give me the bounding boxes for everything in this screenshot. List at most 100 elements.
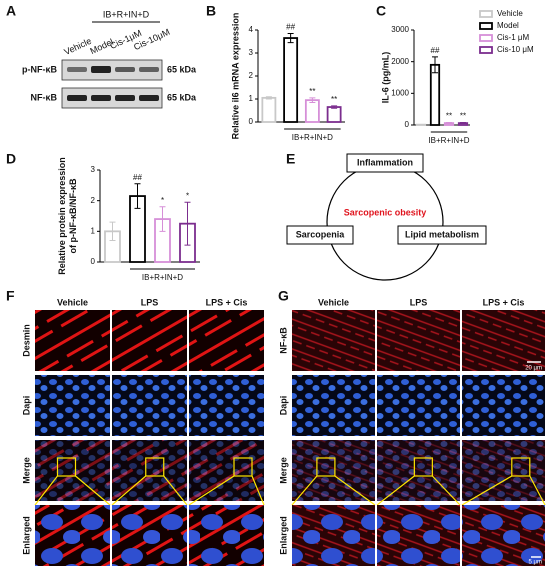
micrograph xyxy=(292,440,375,501)
scale-label: 5 μm xyxy=(529,560,542,566)
row-label: Enlarged xyxy=(21,516,31,555)
zoom-box xyxy=(56,457,77,477)
legend-swatch xyxy=(479,46,493,54)
column-label: Vehicle xyxy=(318,297,349,307)
error-bar xyxy=(159,206,166,232)
micrograph xyxy=(189,505,264,566)
y-tick-label: 0 xyxy=(91,257,96,266)
node-box xyxy=(397,225,487,245)
center-label: Sarcopenic obesity xyxy=(344,207,427,217)
zoom-line xyxy=(111,475,188,506)
row-label: p-NF-κB xyxy=(22,64,58,74)
y-tick-label: 3000 xyxy=(391,25,409,34)
row-label: NF-κB xyxy=(278,327,288,354)
significance: ## xyxy=(286,23,295,32)
y-tick-label: 1000 xyxy=(391,88,409,97)
micrograph xyxy=(377,505,460,566)
panel-label: D xyxy=(6,151,16,167)
significance: ## xyxy=(431,46,440,55)
error-bar xyxy=(134,183,141,209)
error-bar xyxy=(331,105,338,109)
row-label: Merge xyxy=(21,457,31,484)
column-label: LPS + Cis xyxy=(483,297,525,307)
error-bar xyxy=(432,56,438,74)
micrograph xyxy=(377,310,460,371)
legend-label: Cis-10 μM xyxy=(497,45,534,54)
significance: ** xyxy=(460,112,466,121)
blot: IB+R+IN+D Vehicle Model Cis-1μM Cis-10μM… xyxy=(22,9,197,109)
column-label: LPS + Cis xyxy=(206,297,248,307)
y-axis-label: IL-6 (pg/mL) xyxy=(380,52,390,104)
panel-label: A xyxy=(6,3,16,19)
significance: * xyxy=(161,196,164,205)
blot-strip xyxy=(61,59,163,81)
error-bar xyxy=(446,121,452,125)
node-box xyxy=(286,225,354,245)
error-bar xyxy=(184,201,191,246)
row-label: NF-κB xyxy=(30,92,57,102)
bar xyxy=(283,37,299,123)
zoom-line xyxy=(188,475,265,506)
micrograph xyxy=(292,310,375,371)
y-tick-label: 4 xyxy=(249,25,254,34)
y-axis-label: Relative il6 mRNA expression xyxy=(230,13,240,140)
error-bar xyxy=(109,221,116,242)
zoom-box xyxy=(413,457,433,477)
size-label: 65 kDa xyxy=(167,64,197,74)
panel-label: F xyxy=(6,288,15,304)
band xyxy=(67,67,87,72)
blot-strip xyxy=(61,87,163,109)
micrograph xyxy=(189,375,264,436)
bar xyxy=(261,96,277,123)
row-label: Dapi xyxy=(278,396,288,416)
y-tick-label: 0 xyxy=(249,117,254,126)
legend-swatch xyxy=(479,34,493,42)
micrograph xyxy=(35,310,110,371)
significance: ** xyxy=(309,87,315,96)
y-axis-label: Relative protein expression xyxy=(57,157,67,275)
micrograph xyxy=(292,505,375,566)
error-bar xyxy=(287,32,294,44)
bands xyxy=(67,66,159,101)
node-label: Sarcopenia xyxy=(296,229,346,239)
y-tick-label: 1 xyxy=(249,94,254,103)
group-label: IB+R+IN+D xyxy=(103,9,150,19)
band xyxy=(115,67,135,72)
micrograph xyxy=(292,375,375,436)
circle xyxy=(326,163,444,281)
micrograph xyxy=(377,375,460,436)
column-label: LPS xyxy=(141,297,159,307)
error-bar xyxy=(265,96,272,100)
micrograph xyxy=(35,505,110,566)
diagram: Inflammation Sarcopenia Lipid metabolism… xyxy=(286,153,487,281)
zoom-line xyxy=(376,475,461,506)
scale-label: 20 μm xyxy=(525,366,542,372)
micrograph xyxy=(35,440,110,501)
band xyxy=(139,67,159,72)
y-tick-label: 3 xyxy=(249,48,254,57)
legend-swatch xyxy=(479,22,493,30)
significance: * xyxy=(186,191,189,200)
row-label: Enlarged xyxy=(278,516,288,555)
group-label: IB+R+IN+D xyxy=(428,136,469,145)
zoom-box xyxy=(145,457,165,477)
band xyxy=(91,66,111,73)
y-tick-label: 3 xyxy=(91,165,96,174)
significance: ** xyxy=(331,95,337,104)
micrograph xyxy=(462,505,545,566)
significance: ** xyxy=(446,112,452,121)
column-label: LPS xyxy=(410,297,428,307)
zoom-line xyxy=(34,475,111,506)
micrograph xyxy=(35,375,110,436)
group-label: IB+R+IN+D xyxy=(142,273,183,282)
node-box xyxy=(346,153,424,173)
micrograph xyxy=(189,310,264,371)
micrograph xyxy=(112,440,187,501)
micrograph xyxy=(112,505,187,566)
panel-label: C xyxy=(376,3,386,19)
row-label: Dapi xyxy=(21,396,31,416)
micrograph xyxy=(112,310,187,371)
column-label: Vehicle xyxy=(57,297,88,307)
zoom-line xyxy=(291,475,376,506)
y-tick-label: 0 xyxy=(405,120,410,129)
